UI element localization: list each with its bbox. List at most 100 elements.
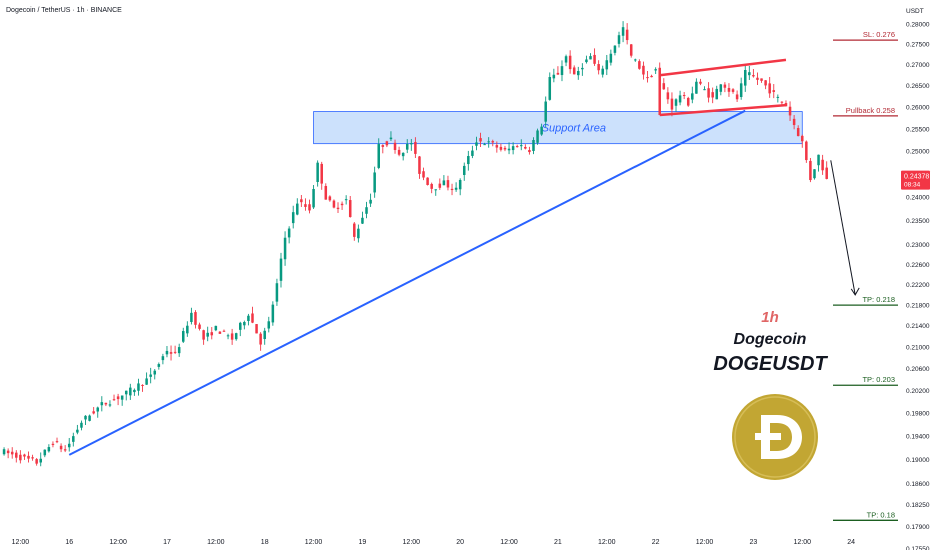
channel-top-line — [659, 58, 787, 77]
candle-body — [524, 146, 527, 149]
time-tick-label: 12:00 — [696, 539, 714, 546]
candle-body — [39, 458, 42, 463]
candle-body — [389, 137, 393, 140]
price-tick-label: 0.21000 — [906, 344, 930, 351]
candle-body — [605, 60, 609, 70]
candle-body — [55, 441, 59, 443]
candle-body — [198, 324, 201, 329]
candle-body — [629, 44, 633, 56]
candle-body — [291, 212, 295, 224]
candle-body — [275, 283, 279, 302]
candle-body — [226, 335, 230, 337]
candle-body — [88, 415, 91, 421]
candle-body — [108, 404, 112, 406]
candle-body — [597, 64, 600, 71]
candle-body — [63, 449, 67, 451]
candle-body — [658, 67, 661, 79]
candle-body — [405, 143, 409, 150]
level-label: Pullback 0.258 — [846, 106, 895, 115]
candle-body — [593, 54, 596, 64]
candle-body — [397, 149, 401, 155]
candle-body — [503, 147, 507, 150]
candle-body — [230, 333, 234, 340]
candle-body — [723, 84, 727, 88]
candle-body — [336, 207, 340, 210]
candle-body — [120, 395, 124, 400]
candle-body — [377, 144, 380, 168]
candle-body — [821, 159, 824, 171]
candle-body — [137, 383, 140, 391]
candle-body — [2, 449, 6, 455]
candle-body — [446, 180, 450, 188]
price-tick-label: 0.26000 — [906, 105, 930, 112]
candle-body — [532, 140, 535, 151]
price-tick-label: 0.22200 — [906, 282, 930, 289]
price-tick-label: 0.23500 — [906, 218, 930, 225]
candle-body — [190, 312, 193, 322]
time-tick-label: 17 — [163, 539, 171, 546]
candle-body — [540, 126, 543, 135]
candle-body — [430, 183, 433, 189]
candle-body — [76, 429, 79, 433]
candle-body — [145, 378, 148, 385]
candle-body — [515, 146, 519, 148]
candle-body — [267, 321, 271, 329]
candle-body — [674, 99, 678, 106]
price-tick-label: 0.28000 — [906, 21, 930, 28]
price-tick-label: 0.27000 — [906, 62, 930, 69]
candle-body — [788, 106, 792, 116]
time-axis[interactable]: 12:00 16 12:00 17 12:00 18 12:00 19 12:00 20 12:00… — [12, 539, 856, 546]
candle-body — [454, 187, 458, 190]
candle-body — [357, 228, 360, 239]
price-tick-label: 0.25000 — [906, 149, 930, 156]
time-tick-label: 12:00 — [500, 539, 518, 546]
candle-body — [161, 356, 165, 361]
candle-body — [80, 422, 83, 428]
candle-body — [361, 217, 364, 224]
candle-body — [752, 75, 755, 77]
candle-body — [780, 101, 784, 103]
candle-body — [133, 389, 136, 393]
candle-body — [344, 199, 348, 201]
candle-body — [760, 78, 763, 81]
candle-body — [27, 455, 30, 459]
candle-body — [385, 141, 389, 146]
time-tick-label: 19 — [359, 539, 367, 546]
time-tick-label: 12:00 — [305, 539, 323, 546]
candle-body — [67, 443, 71, 448]
candle-body — [650, 75, 653, 78]
candle-body — [312, 188, 315, 208]
support-area: Support Area — [313, 111, 803, 145]
candle-body — [247, 315, 250, 322]
candle-body — [35, 459, 38, 464]
currency-label: USDT — [906, 8, 924, 15]
candle-body — [283, 237, 287, 260]
candle-body — [471, 150, 474, 156]
candle-body — [719, 84, 723, 92]
candle-body — [31, 457, 34, 459]
candle-body — [251, 313, 254, 323]
candle-body — [666, 92, 670, 100]
pair-label: DOGEUSDT — [713, 353, 828, 375]
time-tick-label: 12:00 — [12, 539, 30, 546]
channel-bottom-line — [659, 103, 787, 117]
candle-body — [711, 92, 714, 98]
candle-body — [15, 452, 18, 458]
time-tick-label: 12:00 — [207, 539, 225, 546]
candle-body — [589, 56, 592, 60]
candle-body — [100, 402, 104, 406]
candle-body — [556, 72, 560, 75]
candle-body — [520, 145, 523, 147]
candle-body — [157, 364, 161, 367]
candle-body — [682, 95, 686, 97]
candle-body — [731, 89, 735, 92]
candle-body — [495, 145, 499, 148]
candle-body — [784, 103, 788, 107]
price-tick-label: 0.18250 — [906, 502, 930, 509]
candle-body — [422, 171, 425, 178]
candle-body — [47, 447, 51, 452]
candle-body — [707, 88, 710, 98]
candle-body — [243, 322, 246, 326]
candle-body — [796, 127, 800, 137]
